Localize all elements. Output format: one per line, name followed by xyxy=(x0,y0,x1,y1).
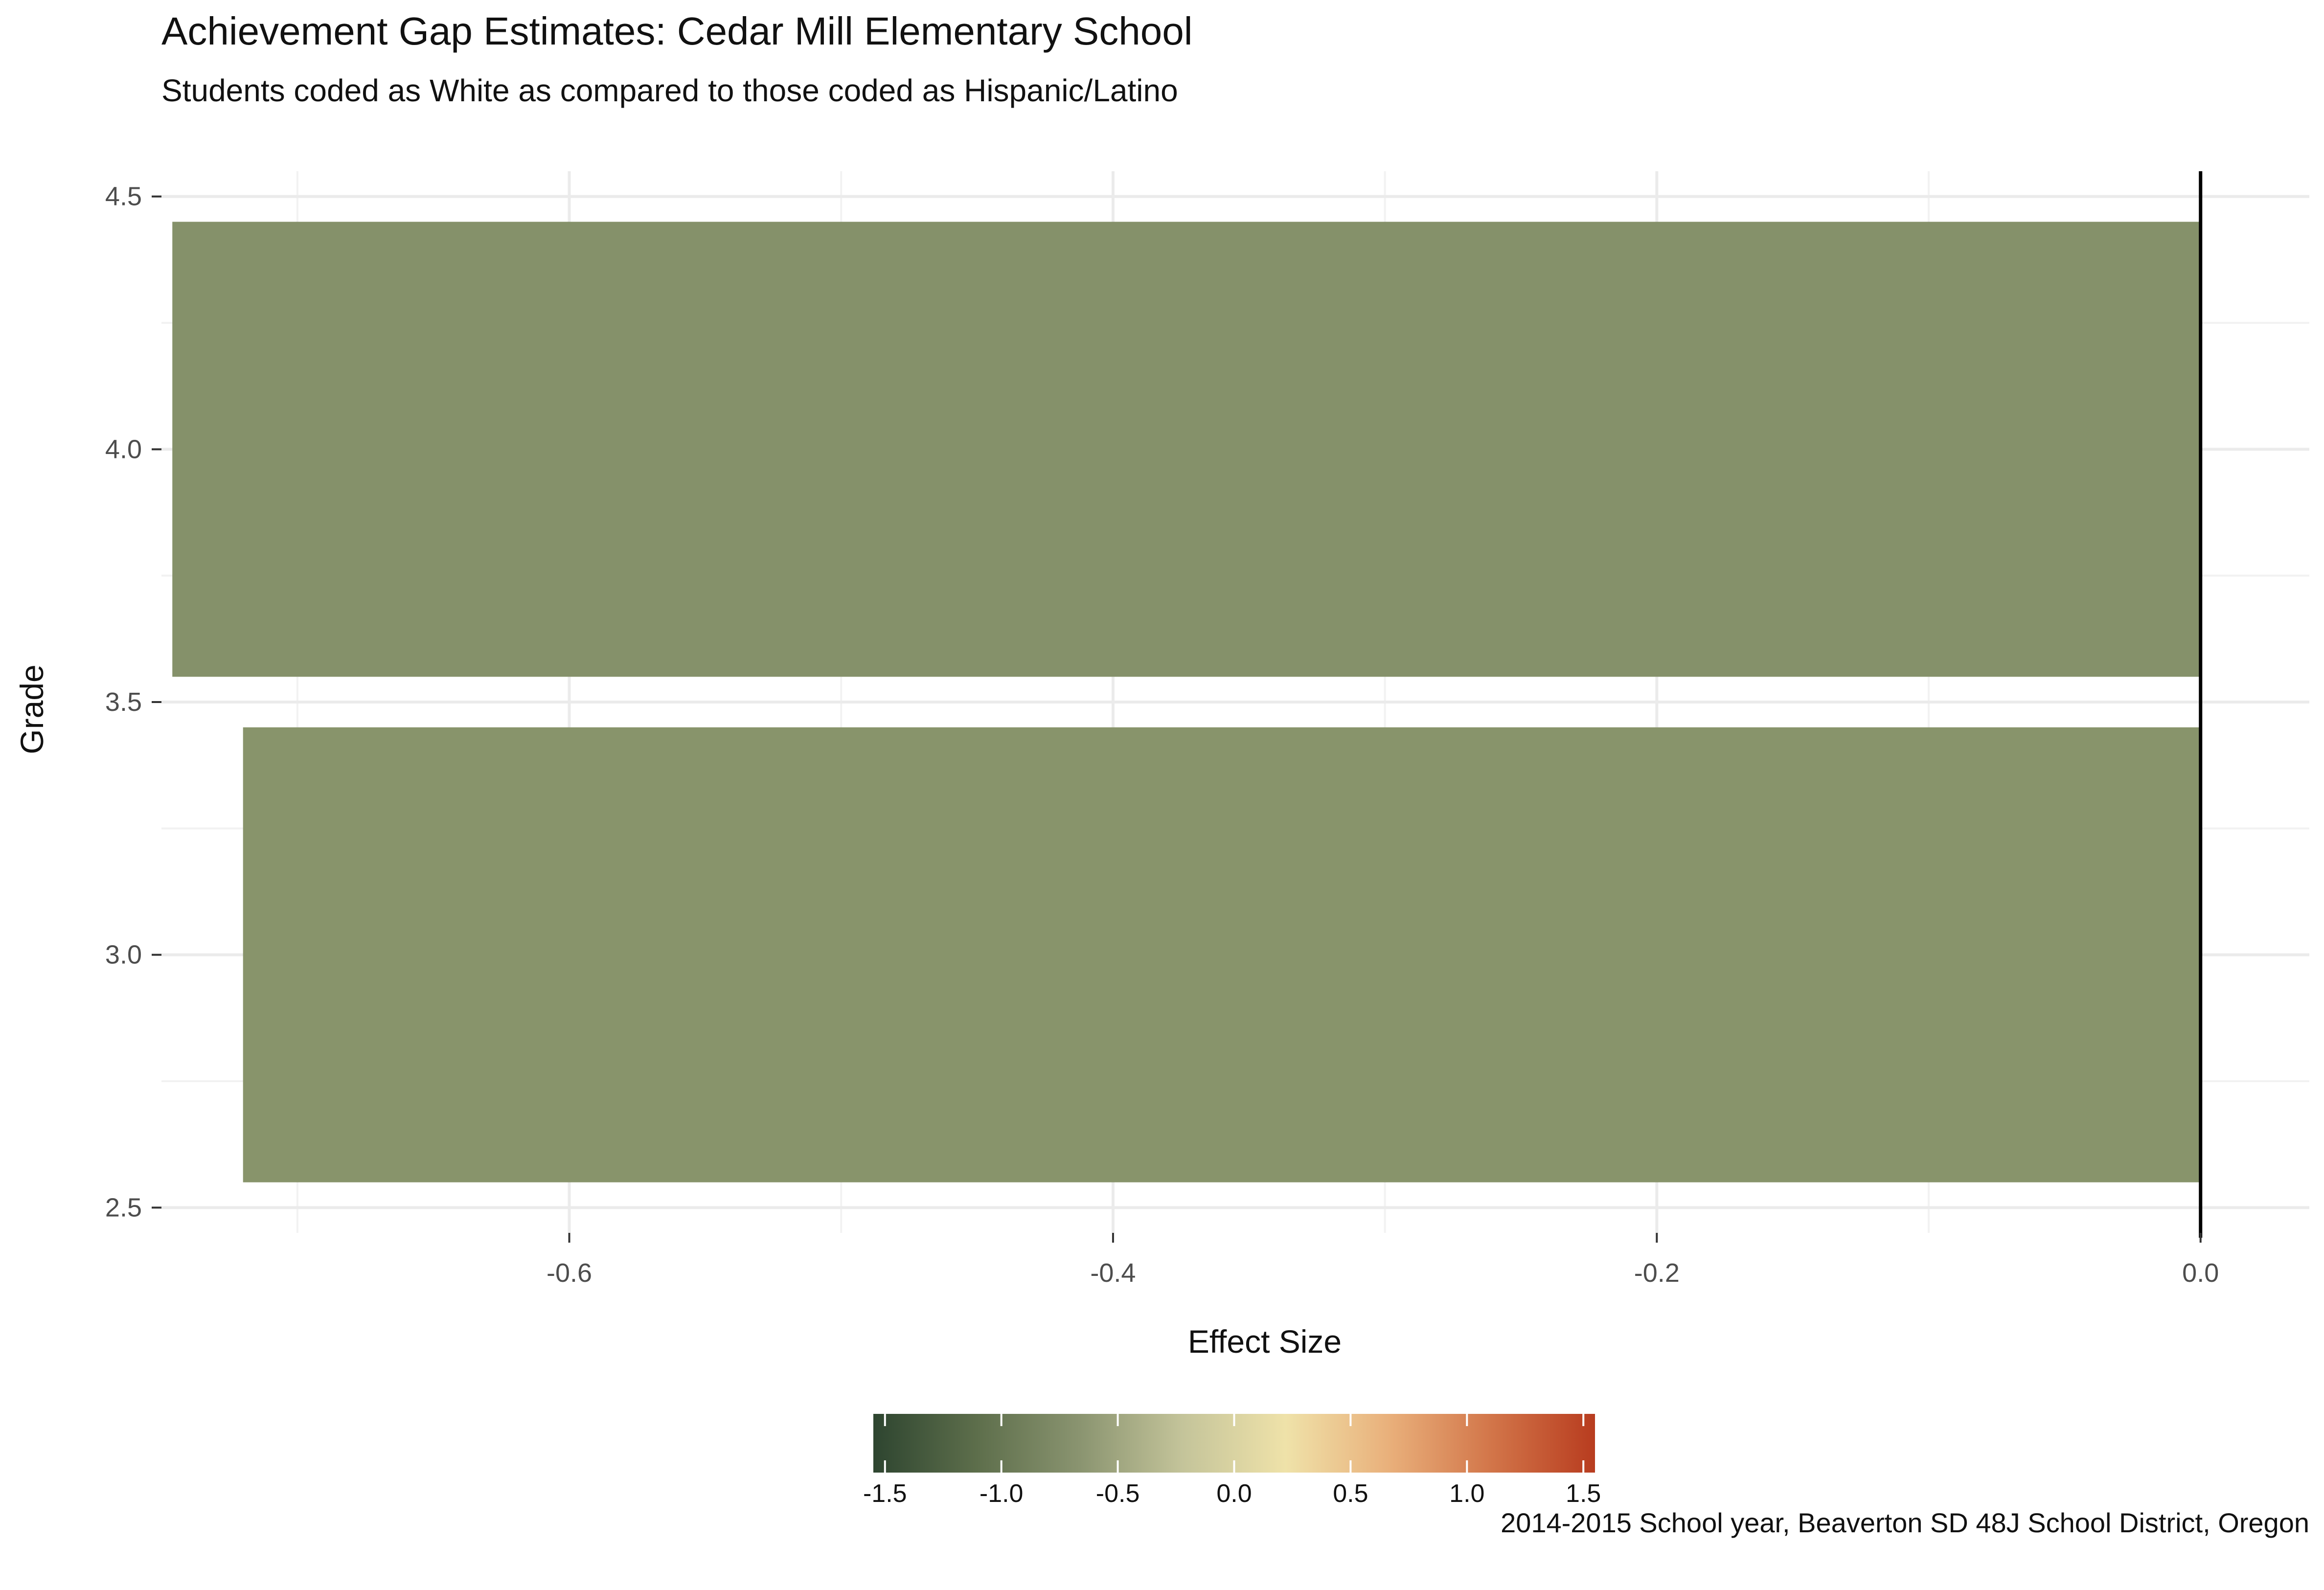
x-tick-label: 0.0 xyxy=(2182,1258,2219,1288)
chart-title: Achievement Gap Estimates: Cedar Mill El… xyxy=(161,9,1193,53)
y-tick-label: 2.5 xyxy=(105,1193,142,1222)
x-axis-title: Effect Size xyxy=(1188,1323,1342,1360)
y-tick-label: 3.5 xyxy=(105,687,142,717)
x-tick-label: -0.4 xyxy=(1090,1258,1136,1288)
legend-tick-label: 1.0 xyxy=(1449,1479,1484,1508)
x-tick-label: -0.2 xyxy=(1634,1258,1680,1288)
legend-tick-label: 0.5 xyxy=(1333,1479,1368,1508)
y-tick-label: 4.5 xyxy=(105,182,142,211)
y-axis-ticks: 2.5 3.0 3.5 4.0 4.5 xyxy=(105,182,161,1222)
chart-caption: 2014-2015 School year, Beaverton SD 48J … xyxy=(1501,1507,2309,1538)
x-axis-ticks: -0.6 -0.4 -0.2 0.0 xyxy=(547,1233,2219,1288)
bar-grade-4 xyxy=(172,222,2201,677)
legend-tick-label: 1.5 xyxy=(1566,1479,1601,1508)
y-axis-title: Grade xyxy=(14,664,50,754)
y-tick-label: 3.0 xyxy=(105,940,142,970)
bars xyxy=(172,222,2201,1182)
legend-tick-label: -0.5 xyxy=(1096,1479,1140,1508)
legend-tick-label: -1.5 xyxy=(863,1479,907,1508)
legend-tick-label: 0.0 xyxy=(1216,1479,1252,1508)
chart-subtitle: Students coded as White as compared to t… xyxy=(161,73,1178,108)
bar-grade-3 xyxy=(243,727,2201,1182)
color-legend: -1.5 -1.0 -0.5 0.0 0.5 1.0 1.5 xyxy=(863,1414,1601,1508)
legend-tick-label: -1.0 xyxy=(980,1479,1024,1508)
y-tick-label: 4.0 xyxy=(105,434,142,464)
x-tick-label: -0.6 xyxy=(547,1258,592,1288)
